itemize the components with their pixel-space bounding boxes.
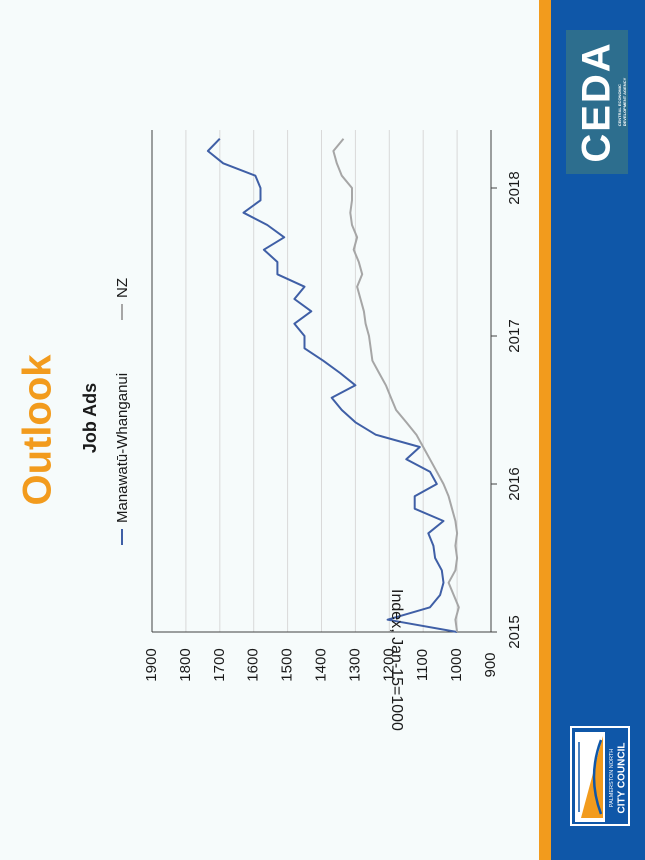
y-tick-label-1200: 1200 bbox=[380, 648, 397, 681]
y-tick-label-1800: 1800 bbox=[177, 648, 194, 681]
chart-gridlines bbox=[151, 130, 458, 632]
legend-label-nz: NZ bbox=[114, 278, 131, 298]
y-tick-label-1900: 1900 bbox=[143, 648, 160, 681]
chart-y-axis-label: Index, Jan-15=1000 bbox=[388, 589, 405, 731]
ceda-logo-subtitle: CENTRAL ECONOMIC DEVELOPMENT AGENCY bbox=[617, 78, 627, 127]
x-tick-label-2018: 2018 bbox=[506, 171, 523, 204]
chart-title: Job Ads bbox=[80, 383, 100, 453]
y-tick-label-1600: 1600 bbox=[245, 648, 262, 681]
series-line-nz bbox=[332, 138, 460, 633]
x-tick-label-2016: 2016 bbox=[506, 467, 523, 500]
ceda-subtitle-line2: DEVELOPMENT AGENCY bbox=[622, 77, 627, 127]
chart-axis bbox=[151, 130, 497, 633]
y-tick-label-1400: 1400 bbox=[312, 648, 329, 681]
chart-series bbox=[206, 138, 460, 633]
y-tick-label-1500: 1500 bbox=[279, 648, 296, 681]
x-tick-label-2017: 2017 bbox=[506, 319, 523, 352]
y-tick-label-1100: 1100 bbox=[414, 649, 431, 681]
chart-legend: Manawatū-Whanganui NZ bbox=[114, 278, 131, 545]
orange-stripe bbox=[539, 0, 551, 860]
y-tick-label-1700: 1700 bbox=[211, 648, 228, 681]
pncc-emblem-icon bbox=[575, 732, 605, 822]
series-line-manawatu-whanganui bbox=[206, 138, 458, 633]
pncc-logo: PALMERSTON NORTH CITY COUNCIL bbox=[570, 726, 630, 826]
x-tick-label-2015: 2015 bbox=[506, 615, 523, 648]
chart-tick-labels: 900 1000 1100 1200 1300 1400 1500 1600 1700 1800 1… bbox=[143, 171, 523, 681]
pncc-logo-line2: CITY COUNCIL bbox=[616, 742, 628, 814]
legend-label-manawatu-whanganui: Manawatū-Whanganui bbox=[114, 373, 131, 523]
y-tick-label-1300: 1300 bbox=[346, 648, 363, 681]
ceda-logo: CEDA CENTRAL ECONOMIC DEVELOPMENT AGENCY bbox=[566, 30, 628, 174]
pncc-logo-line1: PALMERSTON NORTH bbox=[609, 748, 615, 808]
y-tick-label-900: 900 bbox=[482, 652, 499, 677]
y-tick-label-1000: 1000 bbox=[448, 648, 465, 681]
ceda-logo-text: CEDA bbox=[574, 41, 619, 163]
